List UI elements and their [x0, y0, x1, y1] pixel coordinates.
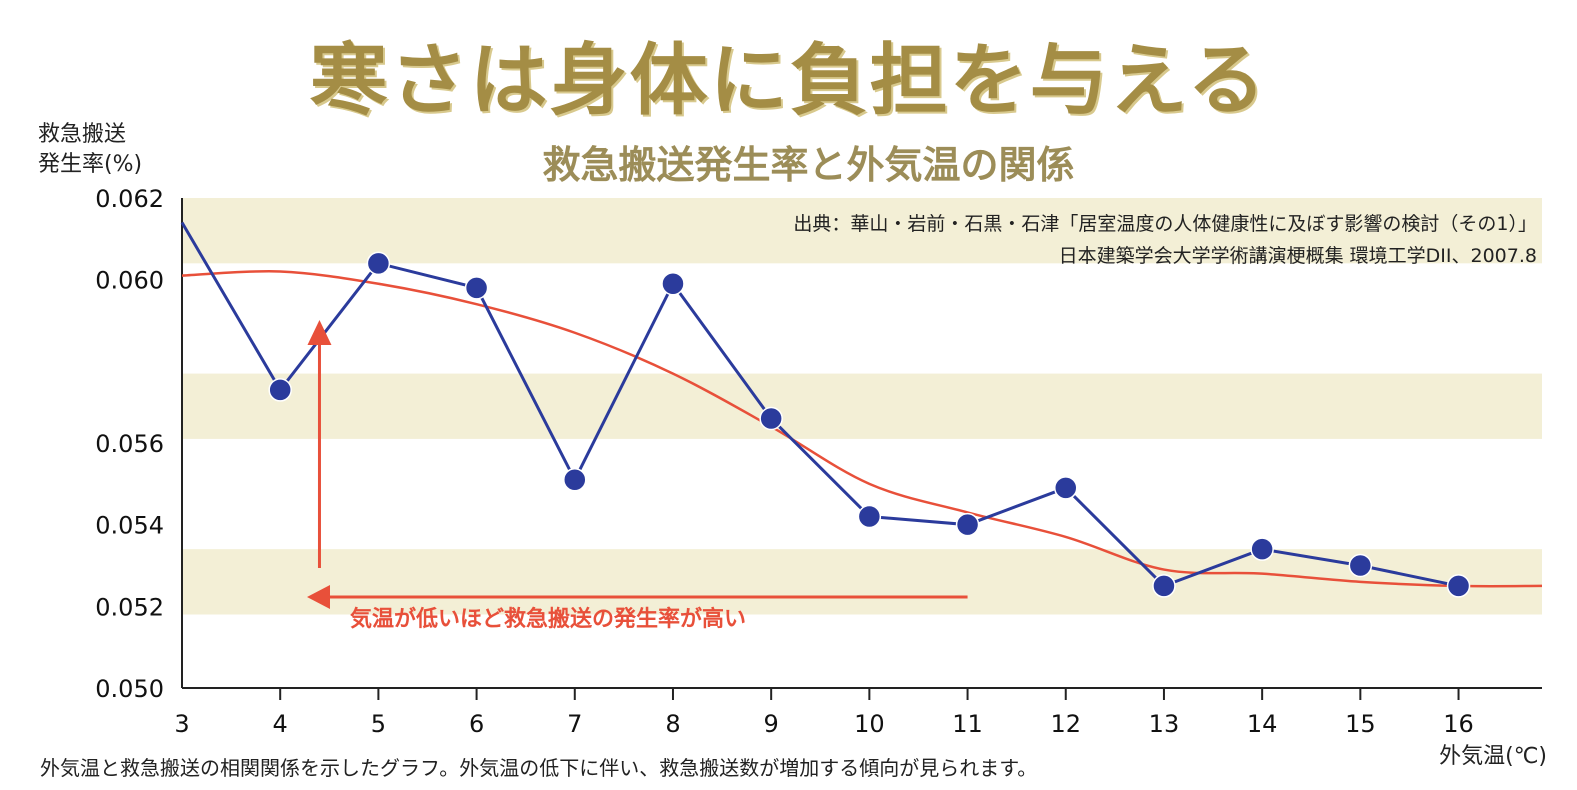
data-point: [1348, 553, 1373, 578]
x-tick-label: 11: [952, 710, 983, 738]
background-band: [182, 373, 1542, 439]
x-tick-label: 10: [854, 710, 885, 738]
data-point: [759, 406, 783, 431]
axes: 3 4 5 6 7 8 9 10 11 12 13 14 15 16 0.050 0.052 0.054 0.05…: [95, 185, 1542, 738]
x-tick-label: 4: [273, 710, 288, 738]
data-point: [1250, 537, 1274, 561]
y-axis-label-line2: 発生率(%): [38, 152, 143, 177]
x-tick-label: 12: [1050, 710, 1081, 738]
x-tick-label: 14: [1247, 710, 1278, 738]
background-band: [182, 198, 1542, 264]
x-axis-label: 外気温(℃): [1439, 744, 1547, 769]
data-point: [1054, 476, 1078, 500]
figure-caption: 外気温と救急搬送の相関関係を示したグラフ。外気温の低下に伴い、救急搬送数が増加す…: [40, 756, 1038, 780]
x-tick-label: 16: [1443, 710, 1474, 738]
y-tick-label: 0.060: [95, 267, 164, 295]
y-tick-label: 0.056: [95, 430, 164, 458]
data-point: [1152, 574, 1176, 598]
data-point: [464, 276, 489, 300]
x-tick-label: 5: [371, 710, 386, 738]
background-band: [182, 549, 1542, 615]
y-tick-label: 0.054: [95, 512, 164, 540]
chart-subtitle: 救急搬送発生率と外気温の関係: [542, 143, 1075, 187]
x-tick-label: 3: [174, 710, 189, 738]
annotation-text: 気温が低いほど救急搬送の発生率が高い: [350, 606, 746, 632]
x-tick-label: 9: [764, 710, 779, 738]
data-point: [563, 468, 587, 492]
x-tick-label: 15: [1345, 710, 1376, 738]
y-tick-label: 0.062: [95, 185, 164, 213]
y-axis-label: 救急搬送 発生率(%): [38, 120, 142, 180]
y-tick-label: 0.050: [95, 675, 164, 703]
y-tick-label: 0.052: [95, 593, 164, 621]
trend-layer: [181, 270, 1543, 588]
background-bands: [182, 198, 1542, 615]
data-point: [955, 512, 980, 537]
data-point: [1446, 574, 1471, 598]
chart-title: 寒さは身体に負担を与える: [309, 36, 1268, 126]
data-point: [268, 378, 292, 402]
x-tick-label: 6: [469, 710, 484, 738]
data-point: [857, 504, 882, 529]
series-layer: [180, 221, 1471, 598]
annotation-arrows: [307, 320, 968, 609]
series-line: [180, 221, 1459, 588]
x-tick-label: 13: [1149, 710, 1180, 738]
x-tick-label: 8: [665, 710, 680, 738]
source-citation: 出典：華山・岩前・石黒・石津「居室温度の人体健康性に及ぼす影響の検討（その1）」…: [793, 208, 1537, 272]
trend-curve: [181, 270, 1543, 588]
up-arrowhead: [307, 320, 332, 345]
left-arrowhead: [307, 585, 330, 609]
source-line2: 日本建築学会大学学術講演梗概集 環境工学DII、2007.8: [1058, 245, 1537, 267]
data-point: [661, 272, 685, 296]
x-tick-label: 7: [567, 710, 582, 738]
data-point: [366, 251, 391, 276]
y-axis-label-line1: 救急搬送: [38, 122, 127, 147]
source-line1: 出典：華山・岩前・石黒・石津「居室温度の人体健康性に及ぼす影響の検討（その1）」: [793, 213, 1537, 235]
